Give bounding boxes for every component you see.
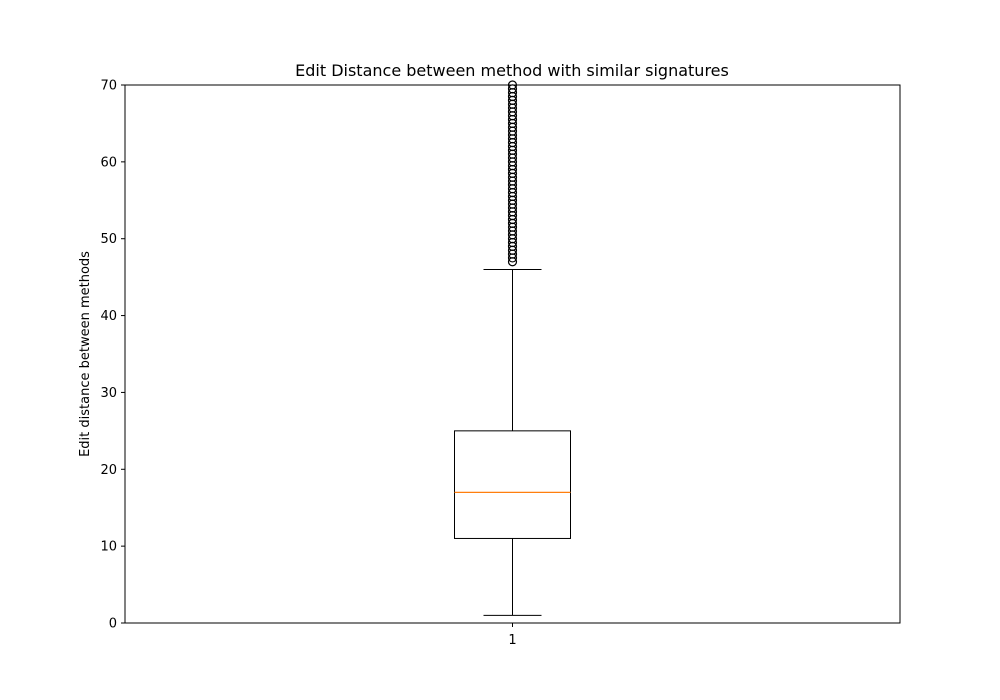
y-tick-label: 70 <box>100 79 117 94</box>
y-tick-label: 60 <box>100 155 117 170</box>
box-series <box>454 268 571 616</box>
y-tick-label: 40 <box>100 309 117 324</box>
interquartile-box <box>454 430 571 539</box>
y-tick-label: 0 <box>109 617 117 632</box>
chart-title: Edit Distance between method with simila… <box>295 61 729 80</box>
outlier-point <box>507 84 518 94</box>
y-tick-label: 20 <box>100 463 117 478</box>
outlier-series <box>507 80 518 267</box>
y-tick-label: 50 <box>100 232 117 247</box>
y-tick-label: 10 <box>100 540 117 555</box>
outlier-point <box>507 80 518 90</box>
y-tick-label: 30 <box>100 386 117 401</box>
x-axis: 1 <box>508 623 517 648</box>
y-axis-label: Edit distance between methods <box>78 251 93 457</box>
y-axis: 0 10 20 30 40 50 60 70 <box>100 79 125 632</box>
x-tick-label: 1 <box>508 633 516 648</box>
